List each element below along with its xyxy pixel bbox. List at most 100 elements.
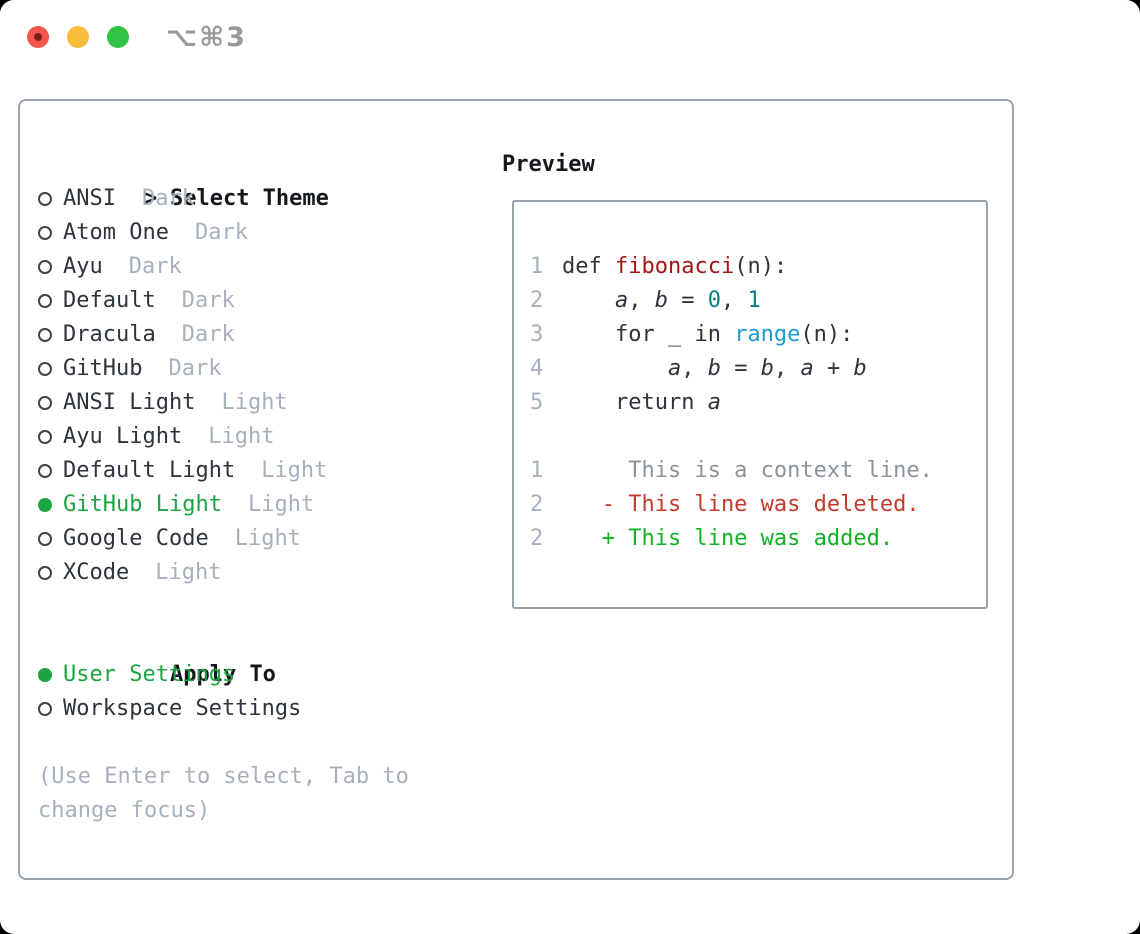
theme-name: Google Code [63,526,209,551]
spacer-row [38,726,409,760]
line-number: 2 [530,492,544,517]
code-line: 5 return a [530,386,986,420]
code-line: 2 a, b = 0, 1 [530,284,986,318]
code-token-added: + This line was added. [562,526,894,551]
titlebar: ⌥⌘3 [0,0,1140,75]
radio-selected-icon [38,498,52,512]
radio-unselected-icon [38,532,52,546]
theme-option[interactable]: GitHub Light Light [38,488,409,522]
theme-variant-tag: Light [234,526,301,551]
code-token-plain [562,288,615,313]
line-number: 1 [530,458,544,483]
code-token-plain: + [813,356,854,381]
theme-name: Ayu Light [63,424,183,449]
select-theme-title: Select Theme [169,186,329,211]
code-token-context: This is a context line. [562,458,933,483]
theme-option[interactable]: Default Dark [38,284,409,318]
code-token-variable: b [853,356,867,381]
theme-name: Default Light [63,458,236,483]
theme-variant-tag: Dark [194,220,248,245]
code-token-plain: def [562,254,615,279]
code-line: 2 - This line was deleted. [530,488,986,522]
theme-option[interactable]: ANSI Light Light [38,386,409,420]
code-token-plain: = [720,356,761,381]
theme-option[interactable]: Default Light Light [38,454,409,488]
radio-unselected-icon [38,260,52,274]
theme-name: ANSI Light [63,390,196,415]
radio-unselected-icon [38,430,52,444]
theme-variant-tag: Light [208,424,275,449]
theme-option[interactable]: Ayu Dark [38,250,409,284]
code-line: 1 This is a context line. [530,454,986,488]
theme-variant-tag: Light [155,560,222,585]
code-token-plain: , [628,288,655,313]
spacer-row [38,590,409,624]
apply-to-option[interactable]: Workspace Settings [38,692,409,726]
help-text: (Use Enter to select, Tab to change focus… [38,760,409,828]
help-text-line: (Use Enter to select, Tab to [38,764,409,789]
help-text-line: change focus) [38,798,211,823]
code-token-plain: return [562,390,708,415]
apply-target-name: User Settings [63,662,236,687]
code-token-variable: b [760,356,774,381]
theme-variant-tag: Dark [181,288,235,313]
theme-option[interactable]: GitHub Dark [38,352,409,386]
theme-option[interactable]: Dracula Dark [38,318,409,352]
keyboard-shortcut-label: ⌥⌘3 [166,22,247,53]
code-token-plain: , [773,356,801,381]
theme-name: GitHub [63,356,143,381]
code-token-variable: b [654,288,668,313]
radio-unselected-icon [38,464,52,478]
code-token-variable: a [707,390,721,415]
code-token-plain: , [720,288,748,313]
line-number: 1 [530,254,544,279]
theme-variant-tag: Dark [168,356,222,381]
theme-option[interactable]: Atom One Dark [38,216,409,250]
code-token-number: 0 [707,288,721,313]
theme-variant-tag: Light [261,458,328,483]
code-token-variable: a [800,356,814,381]
theme-variant-tag: Light [247,492,315,517]
code-token-deleted: - This line was deleted. [562,492,920,517]
close-button[interactable] [27,26,49,48]
apply-to-option[interactable]: User Settings [38,658,409,692]
theme-option[interactable]: ANSI Dark [38,182,409,216]
line-number: 4 [530,356,544,381]
radio-unselected-icon [38,192,52,206]
preview-title: Preview [502,152,595,177]
code-token-plain: (n): [734,254,788,279]
line-number: 2 [530,526,544,551]
code-token-plain [562,356,668,381]
theme-variant-tag: Dark [128,254,182,279]
zoom-button[interactable] [107,26,129,48]
code-token-variable: a [667,356,682,381]
theme-variant-tag: Light [221,390,288,415]
apply-target-name: Workspace Settings [63,696,302,721]
theme-name: GitHub Light [63,492,222,517]
code-token-plain: (n): [800,322,854,347]
apply-to-list: User Settings Workspace Settings [38,658,409,726]
theme-list: ANSI Dark Atom One Dark Ayu Dark Default Dark Dr… [38,182,409,590]
theme-name: ANSI [63,186,116,211]
code-line: 3 for _ in range(n): [530,318,986,352]
minimize-button[interactable] [67,26,89,48]
code-token-builtin: range [734,322,801,347]
theme-variant-tag: Dark [181,322,235,347]
radio-unselected-icon [38,396,52,410]
theme-name: Atom One [63,220,169,245]
theme-option[interactable]: Ayu Light Light [38,420,409,454]
theme-variant-tag: Dark [141,186,195,211]
code-token-variable: b [707,356,721,381]
theme-name: Ayu [63,254,103,279]
theme-option[interactable]: Google Code Light [38,522,409,556]
code-token-plain: for _ in [562,322,735,347]
apply-to-header: Apply To [38,624,409,687]
code-token-plain: , [681,356,708,381]
code-token-function: fibonacci [614,254,735,279]
select-theme-header: > Select Theme [38,148,409,211]
code-line: 1 def fibonacci(n): [530,250,986,284]
line-number: 3 [530,322,544,347]
theme-option[interactable]: XCode Light [38,556,409,590]
